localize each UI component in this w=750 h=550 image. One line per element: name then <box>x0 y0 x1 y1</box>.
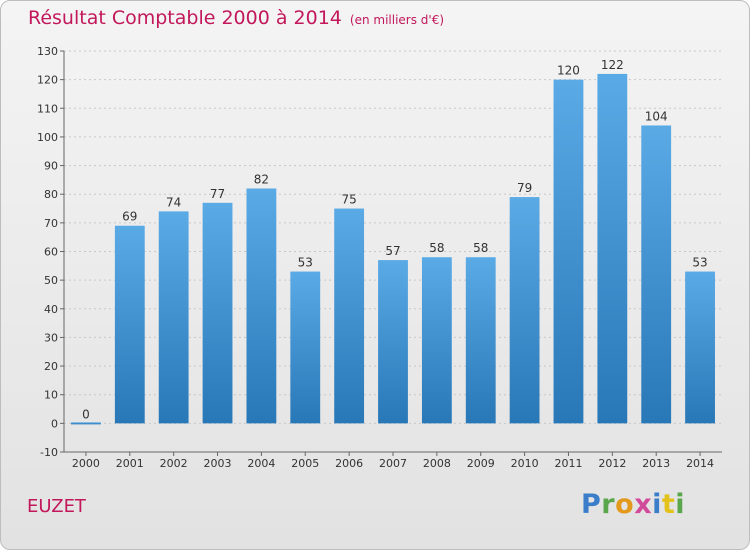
logo-letter: r <box>601 489 616 520</box>
data-label: 74 <box>166 195 181 209</box>
data-label: 58 <box>473 241 488 255</box>
x-tick-label: 2014 <box>686 457 714 470</box>
bar[interactable] <box>202 202 233 424</box>
data-label: 82 <box>254 172 269 186</box>
y-tick-label: 130 <box>37 45 58 58</box>
logo-letter: i <box>675 489 686 520</box>
x-tick-label: 2002 <box>160 457 188 470</box>
bar[interactable] <box>641 125 672 424</box>
y-tick-label: 110 <box>37 102 58 115</box>
data-label: 69 <box>122 210 137 224</box>
y-tick-label: 0 <box>51 417 58 430</box>
logo-letter: P <box>581 489 602 520</box>
logo-letter: o <box>615 489 635 520</box>
chart-title-text: Résultat Comptable 2000 à 2014 <box>28 7 342 29</box>
proxiti-logo[interactable]: Proxiti <box>581 489 685 520</box>
data-label: 58 <box>429 241 444 255</box>
y-tick-label: 120 <box>37 74 58 87</box>
y-tick-label: 40 <box>44 303 58 316</box>
x-tick-label: 2006 <box>335 457 363 470</box>
bar[interactable] <box>290 271 321 424</box>
data-label: 57 <box>385 244 400 258</box>
bar[interactable] <box>246 188 277 424</box>
data-label: 77 <box>210 187 225 201</box>
y-tick-label: 80 <box>44 188 58 201</box>
bar[interactable] <box>334 208 365 424</box>
x-tick-label: 2008 <box>423 457 451 470</box>
data-label: 75 <box>341 193 356 207</box>
x-tick-label: 2010 <box>511 457 539 470</box>
x-tick-label: 2012 <box>598 457 626 470</box>
y-tick-label: 90 <box>44 160 58 173</box>
y-tick-label: 50 <box>44 274 58 287</box>
x-tick-label: 2007 <box>379 457 407 470</box>
x-tick-label: 2013 <box>642 457 670 470</box>
bar[interactable] <box>421 257 452 424</box>
bar[interactable] <box>114 225 145 424</box>
chart-title: Résultat Comptable 2000 à 2014 (en millie… <box>28 7 444 29</box>
data-label: 53 <box>692 256 707 270</box>
bar[interactable] <box>71 422 101 425</box>
x-tick-label: 2000 <box>72 457 100 470</box>
bar[interactable] <box>378 260 408 424</box>
y-tick-label: 70 <box>44 217 58 230</box>
bar[interactable] <box>158 211 189 424</box>
x-tick-label: 2009 <box>467 457 495 470</box>
data-label: 120 <box>557 64 580 78</box>
y-tick-label: 30 <box>44 331 58 344</box>
logo-letter: x <box>634 489 653 520</box>
place-name: EUZET <box>27 496 86 517</box>
y-tick-label: 60 <box>44 246 58 259</box>
y-tick-label: 20 <box>44 360 58 373</box>
y-tick-label: -10 <box>40 446 58 459</box>
data-label: 0 <box>82 407 90 421</box>
data-label: 79 <box>517 181 532 195</box>
x-tick-label: 2003 <box>204 457 232 470</box>
y-tick-label: 100 <box>37 131 58 144</box>
y-tick-label: 10 <box>44 389 58 402</box>
chart-unit: (en milliers d'€) <box>349 13 445 27</box>
data-label: 53 <box>298 256 313 270</box>
data-label: 104 <box>645 109 668 123</box>
bar[interactable] <box>597 73 628 424</box>
logo-letter: i <box>652 489 662 520</box>
x-tick-label: 2004 <box>247 457 275 470</box>
bar[interactable] <box>465 257 496 424</box>
x-tick-label: 2001 <box>116 457 144 470</box>
x-tick-label: 2011 <box>554 457 582 470</box>
logo-letter: t <box>661 489 676 520</box>
x-tick-label: 2005 <box>291 457 319 470</box>
data-label: 122 <box>601 58 624 72</box>
bar[interactable] <box>553 79 584 424</box>
bar[interactable] <box>685 271 715 424</box>
bar[interactable] <box>509 197 540 424</box>
